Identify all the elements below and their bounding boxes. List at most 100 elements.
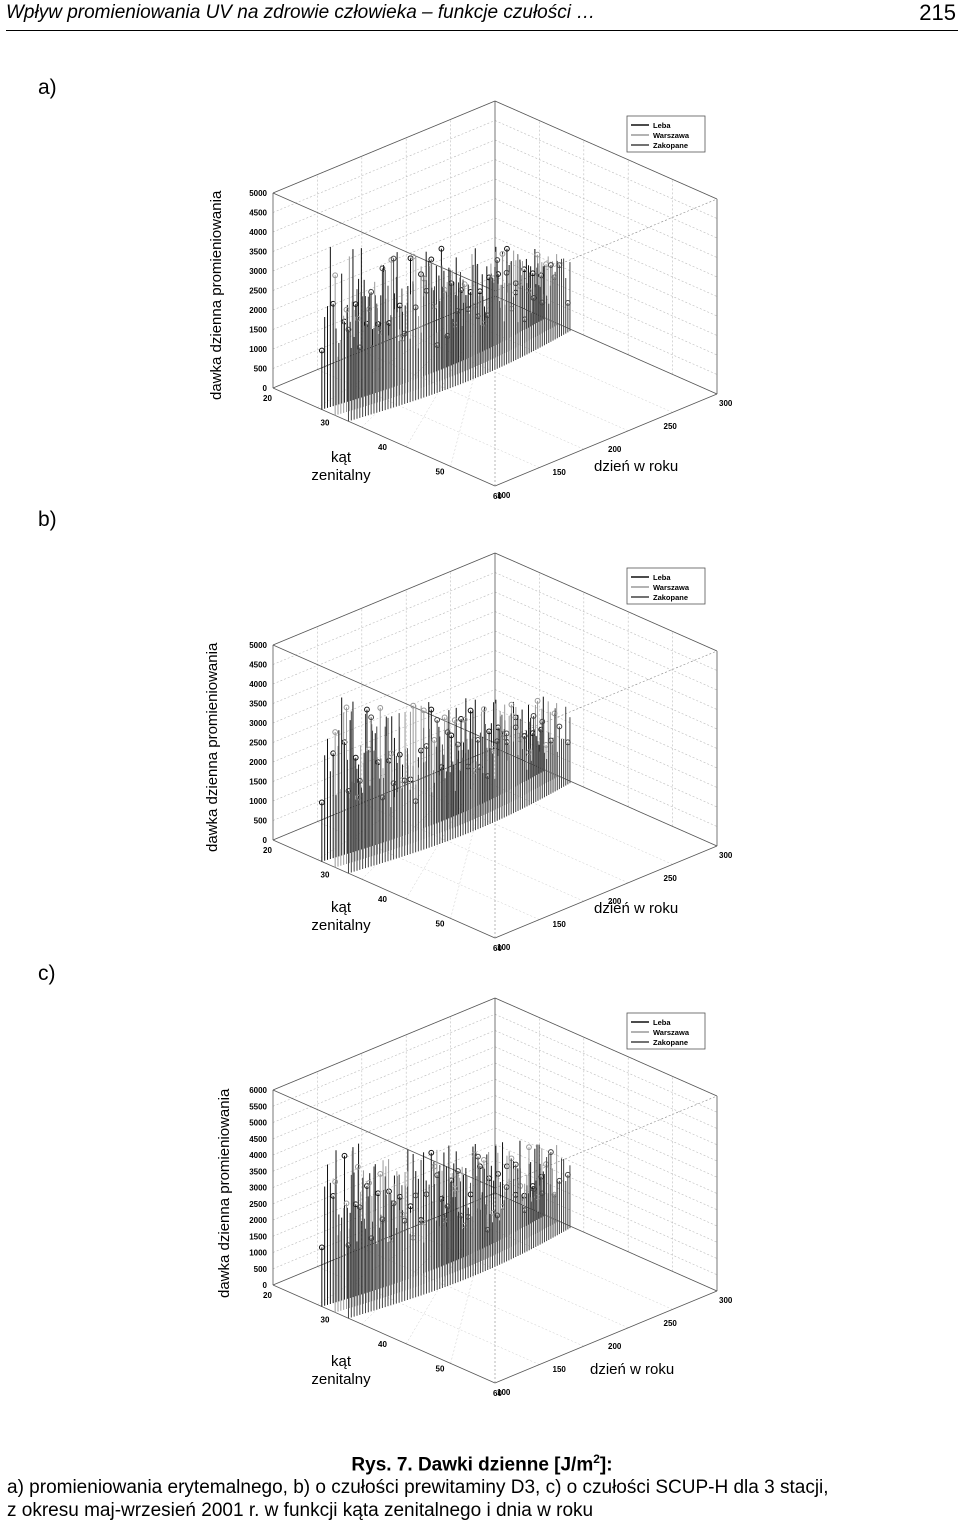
y-tick-label: 250 — [664, 874, 678, 883]
panel-label-a: a) — [38, 76, 57, 99]
data-marker — [345, 326, 352, 333]
data-marker — [341, 1152, 348, 1159]
data-marker — [494, 257, 501, 263]
legend-entry: Leba — [653, 1018, 671, 1027]
data-marker — [438, 245, 445, 252]
data-marker — [512, 280, 519, 287]
z-tick-label: 5000 — [249, 189, 267, 198]
z-tick-label: 3500 — [249, 700, 267, 709]
data-marker — [428, 1149, 435, 1156]
z-tick-label: 2000 — [249, 758, 267, 767]
x-axis-label-a: kąt zenitalny — [311, 449, 371, 484]
data-marker — [451, 1185, 458, 1192]
panel-label-c: c) — [38, 962, 56, 985]
x-tick-label: 40 — [378, 1340, 387, 1349]
x-axis-label-c: kąt zenitalny — [311, 1353, 371, 1388]
running-title: Wpływ promieniowania UV na zdrowie człow… — [6, 2, 596, 23]
z-tick-label: 5000 — [249, 1119, 267, 1128]
z-tick-label: 1500 — [249, 326, 267, 335]
y-tick-label: 300 — [719, 1296, 733, 1305]
data-marker — [547, 1149, 554, 1155]
data-marker — [547, 262, 554, 268]
z-tick-label: 1000 — [249, 345, 267, 354]
data-marker — [521, 733, 528, 739]
x-tick-label: 30 — [321, 1316, 330, 1325]
y-tick-label: 150 — [553, 920, 567, 929]
z-tick-label: 4000 — [249, 228, 267, 237]
data-marker — [534, 697, 541, 704]
data-marker — [503, 730, 510, 737]
x-tick-label: 20 — [263, 394, 272, 403]
data-marker — [332, 1178, 339, 1185]
z-tick-label: 0 — [263, 836, 268, 845]
z-tick-label: 1500 — [249, 1232, 267, 1241]
data-marker — [368, 714, 375, 721]
data-marker — [343, 704, 350, 711]
data-marker — [490, 1209, 497, 1216]
x-tick-label: 50 — [436, 1365, 445, 1374]
z-tick-label: 2500 — [249, 1200, 267, 1209]
data-marker — [481, 1156, 487, 1163]
data-marker — [354, 1163, 361, 1170]
data-marker — [461, 716, 468, 723]
z-tick-label: 4500 — [249, 209, 267, 218]
z-tick-label: 2000 — [249, 306, 267, 315]
caption-title: Rys. 7. Dawki dzienne [J/m2]: — [351, 1452, 613, 1476]
z-tick-label: 2000 — [249, 1216, 267, 1225]
z-tick-label: 1000 — [249, 797, 267, 806]
data-marker — [444, 729, 451, 736]
y-axis-label-b: dzień w roku — [594, 900, 679, 917]
data-marker — [412, 304, 419, 311]
page-header: Wpływ promieniowania UV na zdrowie człow… — [6, 0, 958, 31]
y-tick-label: 300 — [719, 851, 733, 860]
z-tick-label: 0 — [263, 384, 268, 393]
y-tick-label: 100 — [497, 491, 511, 500]
y-tick-label: 250 — [664, 422, 678, 431]
y-tick-label: 200 — [608, 897, 622, 906]
x-tick-label: 20 — [263, 1291, 272, 1300]
data-marker — [503, 269, 510, 276]
z-tick-label: 3000 — [249, 719, 267, 728]
z-tick-label: 500 — [254, 817, 268, 826]
y-tick-label: 100 — [497, 943, 511, 952]
x-tick-label: 60 — [493, 944, 502, 953]
z-tick-label: 5500 — [249, 1102, 267, 1111]
data-marker — [332, 729, 339, 735]
x-tick-label: 40 — [378, 443, 387, 452]
x-tick-label: 20 — [263, 846, 272, 855]
legend-entry: Zakopane — [653, 1038, 688, 1047]
z-tick-label: 6000 — [249, 1086, 267, 1095]
legend-entry: Leba — [653, 121, 671, 130]
z-tick-label: 3500 — [249, 1167, 267, 1176]
data-marker — [458, 716, 464, 722]
stems — [318, 245, 571, 422]
y-axis-label-c: dzień w roku — [590, 1361, 675, 1378]
data-marker — [390, 1200, 397, 1207]
y-tick-label: 200 — [608, 1342, 622, 1351]
x-tick-label: 30 — [321, 419, 330, 428]
legend-entry: Zakopane — [653, 141, 688, 150]
legend-entry: Warszawa — [653, 1028, 690, 1037]
data-marker — [465, 306, 471, 313]
legend-entry: Warszawa — [653, 131, 690, 140]
page-number: 215 — [919, 0, 956, 25]
data-marker — [455, 741, 461, 748]
x-tick-label: 50 — [436, 468, 445, 477]
caption-line-2: z okresu maj-wrzesień 2001 r. w funkcji … — [7, 1500, 594, 1522]
data-marker — [475, 1153, 481, 1160]
x-axis-label-b: kąt zenitalny — [311, 899, 371, 934]
z-tick-label: 2500 — [249, 739, 267, 748]
z-tick-label: 5000 — [249, 641, 267, 650]
data-marker — [332, 272, 339, 279]
y-tick-label: 250 — [664, 1319, 678, 1328]
data-marker — [368, 289, 375, 295]
z-tick-label: 3500 — [249, 248, 267, 257]
data-marker — [352, 754, 359, 761]
z-tick-label: 4500 — [249, 661, 267, 670]
x-tick-label: 40 — [378, 895, 387, 904]
data-marker — [530, 712, 537, 719]
legend-entry: Leba — [653, 573, 671, 582]
data-marker — [364, 706, 370, 713]
